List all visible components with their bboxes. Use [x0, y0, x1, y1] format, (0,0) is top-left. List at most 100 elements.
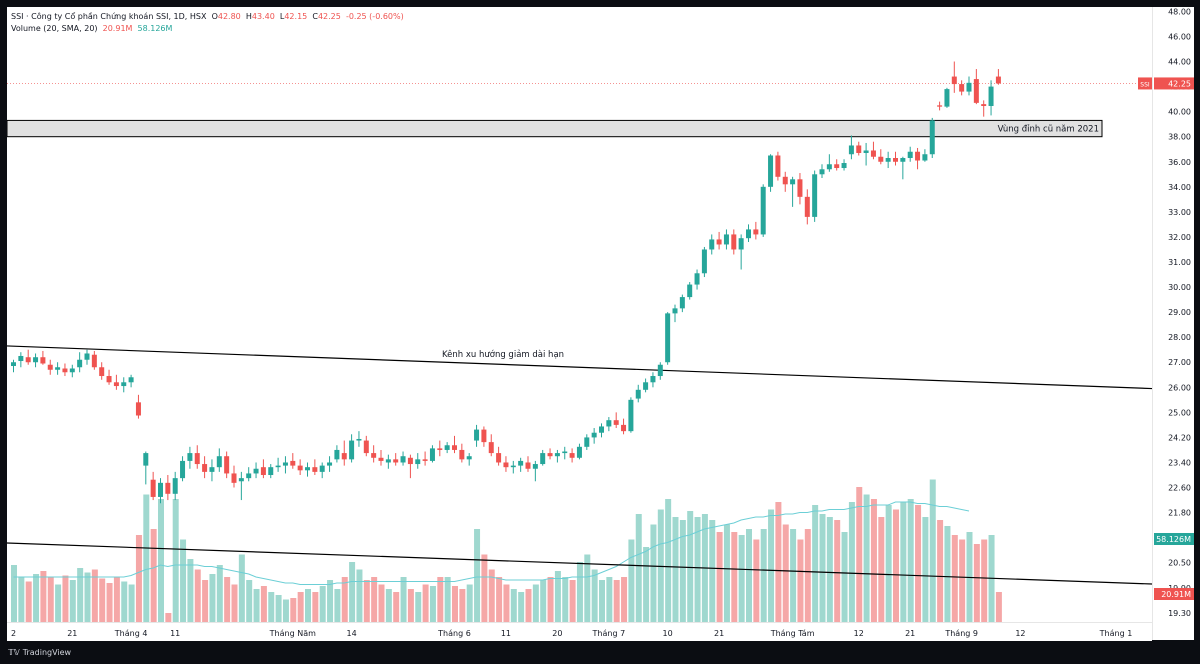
candle-body: [540, 453, 546, 465]
candle-body: [253, 468, 259, 474]
candle-body: [113, 382, 119, 387]
time-axis[interactable]: 2 21 Tháng 4 11 Tháng Năm 14 Tháng 6 11 20 Tháng …: [7, 622, 1152, 641]
candle-body: [69, 368, 75, 373]
price-tick-label: 19.30: [1168, 609, 1191, 618]
volume-bar: [672, 517, 679, 622]
volume-bar: [650, 524, 657, 622]
candle-body: [804, 196, 810, 217]
candle-body: [319, 465, 325, 472]
time-axis-labels: 2 21 Tháng 4 11 Tháng Năm 14 Tháng 6 11 20 Tháng …: [11, 629, 1132, 638]
candle-body: [657, 364, 663, 377]
volume-bar: [69, 580, 76, 622]
symbol-tag: [1138, 77, 1152, 90]
volume-tag: [1154, 588, 1194, 600]
chart-pane[interactable]: Vùng đỉnh cũ năm 2021 Kênh xu hướng giảm …: [6, 7, 1153, 640]
candle-body: [172, 478, 178, 494]
volume-bar: [150, 529, 157, 622]
volume-bar: [466, 584, 473, 622]
volume-bar: [723, 524, 730, 622]
volume-sma-tag: [1154, 533, 1194, 545]
price-tick-label: 27.00: [1168, 358, 1191, 367]
volume-legend-row[interactable]: Volume (20, SMA, 20) 20.91M 58.126M: [11, 23, 404, 35]
candle-body: [650, 376, 656, 383]
volume-bar: [981, 539, 988, 622]
candle-body: [363, 440, 369, 454]
volume-bar: [709, 520, 716, 622]
volume-bar: [415, 592, 422, 622]
volume-bar: [503, 584, 510, 622]
volume-bar: [797, 539, 804, 622]
price-tick-label: 29.00: [1168, 308, 1191, 317]
candle-body: [606, 420, 612, 427]
volume-bar: [973, 544, 980, 622]
volume-bar: [569, 580, 576, 622]
volume-bar: [40, 571, 47, 622]
candle-body: [973, 79, 979, 103]
volume-bar: [657, 509, 664, 622]
candle-body: [576, 446, 582, 458]
volume-bar: [547, 577, 554, 622]
volume-bar: [481, 554, 488, 622]
volume-bar: [885, 505, 892, 622]
symbol-legend-row[interactable]: SSI · Công ty Cổ phần Chứng khoán SSI, 1…: [11, 11, 404, 23]
candle-body: [915, 151, 921, 161]
volume-bar: [393, 592, 400, 622]
volume-bar: [907, 499, 914, 622]
candle-body: [775, 155, 781, 177]
candle-body: [959, 84, 965, 92]
volume-bar: [180, 539, 187, 622]
volume-bar: [694, 517, 701, 622]
low-value: 42.15: [284, 12, 308, 21]
candle-body: [150, 479, 156, 497]
tradingview-brand: TradingView: [22, 648, 72, 657]
candle-body: [885, 158, 891, 162]
candle-body: [694, 273, 700, 285]
volume-bar: [371, 577, 378, 622]
volume-bar: [532, 584, 539, 622]
volume-bar: [643, 547, 650, 622]
symbol-tag-text: SSI: [1140, 81, 1150, 88]
volume-bar: [613, 580, 620, 622]
volume-bar: [856, 487, 863, 622]
time-tick-label: 21: [67, 629, 77, 638]
time-tick-label: 10: [663, 629, 673, 638]
time-tick-label: 21: [905, 629, 915, 638]
price-axis-labels: 48.0046.0044.0042.0040.0038.0036.0034.00…: [1154, 7, 1194, 618]
tradingview-footer[interactable]: 𝕋𝕍 TradingView: [8, 648, 71, 657]
candle-body: [33, 357, 39, 363]
time-tick-label: 14: [347, 629, 357, 638]
candle-body: [158, 482, 163, 497]
volume-bar: [378, 584, 385, 622]
price-axis[interactable]: 48.0046.0044.0042.0040.0038.0036.0034.00…: [1152, 7, 1194, 640]
price-tick-label: 24.20: [1168, 433, 1191, 442]
candle-body: [194, 453, 200, 465]
volume-bar: [327, 580, 334, 622]
volume-sma-tag-text: 58.126M: [1156, 535, 1191, 544]
candle-body: [922, 154, 928, 161]
candle-body: [951, 76, 957, 85]
volume-bar: [915, 505, 922, 622]
price-volume-chart[interactable]: Vùng đỉnh cũ năm 2021 Kênh xu hướng giảm …: [6, 7, 1153, 640]
candle-body: [503, 462, 509, 468]
last-price-tag-text: 42.25: [1168, 79, 1191, 88]
time-tick-label: 21: [714, 629, 724, 638]
volume-bar: [870, 499, 877, 622]
candle-body: [599, 426, 604, 433]
candle-body: [878, 156, 884, 162]
volume-bar: [878, 517, 885, 622]
candle-body: [701, 249, 707, 274]
candle-body: [848, 145, 854, 155]
channel-upper-line: [6, 345, 1153, 390]
volume-bar: [135, 535, 142, 622]
time-tick-label: 2: [11, 629, 16, 638]
volume-bar: [312, 592, 319, 622]
channel-lower-line: [6, 542, 1153, 585]
candle-body: [584, 437, 590, 447]
price-tick-label: 36.00: [1168, 158, 1191, 167]
volume-bar: [775, 502, 782, 622]
candle-body: [40, 357, 46, 364]
candle-body: [554, 453, 560, 457]
volume-bar: [900, 502, 907, 622]
volume-bar: [165, 613, 172, 622]
